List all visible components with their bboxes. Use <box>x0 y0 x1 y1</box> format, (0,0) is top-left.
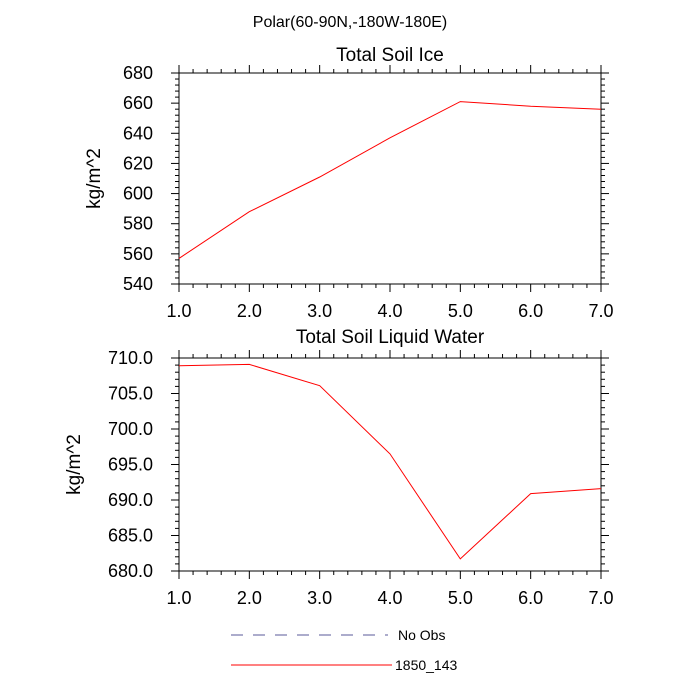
plot-frame <box>178 72 602 285</box>
y-tick-label: 580 <box>123 214 153 234</box>
x-tick-label: 3.0 <box>307 301 332 321</box>
x-tick-label: 3.0 <box>307 588 332 608</box>
x-tick-label: 1.0 <box>166 301 191 321</box>
series-line-1850_143 <box>178 101 602 259</box>
x-tick-label: 1.0 <box>166 588 191 608</box>
y-tick-label: 700.0 <box>108 419 153 439</box>
y-tick-label: 540 <box>123 274 153 294</box>
legend-label-2: 1850_143 <box>395 657 458 673</box>
x-tick-label: 6.0 <box>518 301 543 321</box>
panel-2: Total Soil Liquid Water kg/m^2 1.0 2.0 3.0 4.… <box>64 327 614 608</box>
panel-title: Total Soil Liquid Water <box>296 327 485 348</box>
legend-label-1: No Obs <box>398 627 445 643</box>
y-tick-label: 660 <box>123 93 153 113</box>
y-tick-label: 620 <box>123 153 153 173</box>
x-tick-label: 5.0 <box>448 301 473 321</box>
y-tick-label: 695.0 <box>108 455 153 475</box>
x-tick-label: 4.0 <box>377 588 402 608</box>
y-tick-label: 560 <box>123 244 153 264</box>
x-tick-label: 4.0 <box>377 301 402 321</box>
panel-1: Total Soil Ice kg/m^2 1.0 2.0 3.0 4.0 5.0 6.0 7.… <box>84 45 614 321</box>
x-tick-label: 5.0 <box>448 588 473 608</box>
y-axis-label: kg/m^2 <box>84 148 105 209</box>
series-line-1850_143 <box>178 363 602 560</box>
plot-frame <box>178 357 602 572</box>
y-tick-label: 640 <box>123 123 153 143</box>
y-tick-label: 705.0 <box>108 384 153 404</box>
x-tick-label: 2.0 <box>237 588 262 608</box>
x-tick-label: 6.0 <box>518 588 543 608</box>
x-tick-label: 2.0 <box>237 301 262 321</box>
y-tick-label: 680 <box>123 63 153 83</box>
y-tick-label: 685.0 <box>108 526 153 546</box>
panel-title: Total Soil Ice <box>336 45 444 66</box>
figure-suptitle: Polar(60-90N,-180W-180E) <box>253 14 447 31</box>
y-axis-label: kg/m^2 <box>64 434 85 495</box>
y-tick-label: 600 <box>123 184 153 204</box>
legend: No Obs 1850_143 <box>231 627 458 673</box>
y-tick-label: 710.0 <box>108 348 153 368</box>
x-tick-label: 7.0 <box>588 301 613 321</box>
x-tick-label: 7.0 <box>588 588 613 608</box>
y-tick-label: 680.0 <box>108 561 153 581</box>
y-tick-label: 690.0 <box>108 490 153 510</box>
